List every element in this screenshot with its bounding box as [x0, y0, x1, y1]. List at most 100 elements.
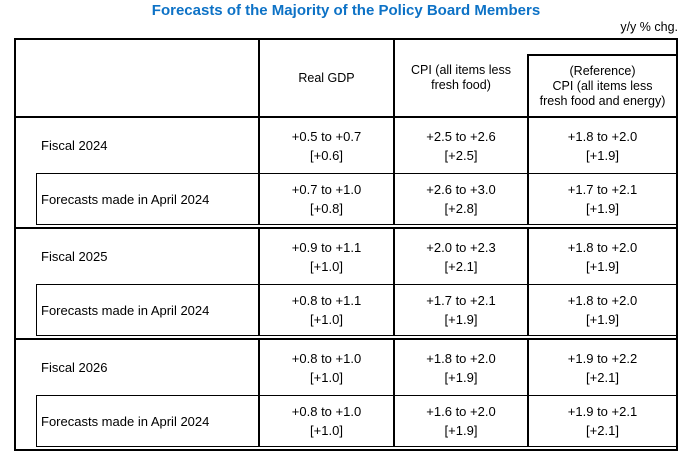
forecast-median: [+1.9] [586, 258, 619, 274]
subrow-label: Forecasts made in April 2024 [41, 302, 210, 318]
forecast-median: [+2.1] [586, 423, 619, 438]
forecast-value: +1.8 to +2.0 [+1.9] [568, 238, 637, 276]
forecast-value: +1.6 to +2.0 [+1.9] [426, 402, 495, 440]
forecast-median: [+1.9] [586, 147, 619, 163]
forecast-value: +1.9 to +2.1 [+2.1] [568, 402, 637, 440]
forecast-value: +1.8 to +2.0 [+1.9] [568, 127, 637, 165]
forecast-value: +1.9 to +2.2 [+2.1] [568, 349, 637, 387]
subrow-label: Forecasts made in April 2024 [41, 191, 210, 207]
cell-cpi: +1.8 to +2.0 [+1.9] [393, 340, 527, 395]
cell-ref-cpi: +1.7 to +2.1 [+1.9] [527, 174, 676, 224]
table-header-row: Real GDP CPI (all items less fresh food)… [16, 40, 676, 118]
forecast-range: +1.8 to +2.0 [567, 239, 638, 255]
forecast-range: +0.8 to +1.1 [291, 293, 362, 308]
forecast-range: +1.9 to +2.1 [567, 404, 638, 419]
header-empty-cell [16, 40, 258, 116]
forecast-range: +0.9 to +1.1 [291, 239, 362, 255]
forecast-median: [+1.0] [310, 312, 343, 327]
forecast-median: [+2.5] [444, 147, 478, 163]
header-real-gdp: Real GDP [258, 40, 393, 116]
forecast-value: +0.9 to +1.1 [+1.0] [292, 238, 361, 276]
forecast-range: +1.7 to +2.1 [567, 182, 638, 197]
subrow-box-fiscal-2025: Forecasts made in April 2024 +0.8 to +1.… [36, 284, 676, 336]
forecast-median: [+1.9] [586, 201, 619, 216]
forecast-median: [+2.1] [586, 369, 619, 385]
subrow-box-fiscal-2026: Forecasts made in April 2024 +0.8 to +1.… [36, 395, 676, 447]
subrow-box-fiscal-2024: Forecasts made in April 2024 +0.7 to +1.… [36, 173, 676, 225]
cell-cpi: +1.6 to +2.0 [+1.9] [393, 396, 527, 446]
header-cpi: CPI (all items less fresh food) [393, 40, 527, 116]
cell-cpi: +2.6 to +3.0 [+2.8] [393, 174, 527, 224]
forecast-value: +0.8 to +1.1 [+1.0] [292, 291, 361, 329]
forecast-median: [+2.1] [444, 258, 478, 274]
forecast-value: +1.7 to +2.1 [+1.9] [568, 180, 637, 218]
cell-cpi: +2.0 to +2.3 [+2.1] [393, 229, 527, 284]
row-label-fiscal-2024: Fiscal 2024 [41, 138, 108, 153]
cell-cpi: +2.5 to +2.6 [+2.5] [393, 118, 527, 173]
forecast-range: +0.8 to +1.0 [291, 350, 362, 366]
forecast-range: +1.9 to +2.2 [567, 350, 638, 366]
subrow-label: Forecasts made in April 2024 [41, 413, 210, 429]
forecast-value: +2.5 to +2.6 [+2.5] [426, 127, 495, 165]
forecast-range: +0.5 to +0.7 [291, 128, 362, 144]
fiscal-2026-group: Fiscal 2026 +0.8 to +1.0 [+1.0] +1.8 to … [16, 338, 676, 447]
forecast-value: +0.8 to +1.0 [+1.0] [292, 402, 361, 440]
forecast-range: +2.5 to +2.6 [426, 128, 496, 144]
forecast-range: +1.8 to +2.0 [567, 128, 638, 144]
forecast-median: [+1.9] [444, 423, 478, 438]
cell-gdp: +0.8 to +1.0 [+1.0] [258, 396, 393, 446]
forecast-range: +1.8 to +2.0 [426, 350, 496, 366]
cell-cpi: +1.7 to +2.1 [+1.9] [393, 285, 527, 335]
row-label-fiscal-2025: Fiscal 2025 [41, 249, 108, 264]
forecast-range: +0.7 to +1.0 [291, 182, 362, 197]
cell-ref-cpi: +1.9 to +2.2 [+2.1] [527, 340, 676, 395]
cell-gdp: +0.8 to +1.1 [+1.0] [258, 285, 393, 335]
forecast-median: [+1.9] [444, 312, 478, 327]
forecast-value: +1.8 to +2.0 [+1.9] [426, 349, 495, 387]
forecast-value: +0.8 to +1.0 [+1.0] [292, 349, 361, 387]
forecast-median: [+0.6] [310, 147, 343, 163]
forecast-value: +2.0 to +2.3 [+2.1] [426, 238, 495, 276]
cell-ref-cpi: +1.8 to +2.0 [+1.9] [527, 229, 676, 284]
fiscal-2024-group: Fiscal 2024 +0.5 to +0.7 [+0.6] +2.5 to … [16, 118, 676, 225]
forecast-range: +2.6 to +3.0 [426, 182, 496, 197]
forecast-median: [+1.9] [444, 369, 478, 385]
forecast-value: +1.7 to +2.1 [+1.9] [426, 291, 495, 329]
header-reference-label: (Reference) CPI (all items less fresh fo… [540, 64, 666, 109]
header-real-gdp-label: Real GDP [298, 70, 355, 85]
forecast-range: +0.8 to +1.0 [291, 404, 362, 419]
table-row-fiscal-2025: Fiscal 2025 +0.9 to +1.1 [+1.0] +2.0 to … [16, 229, 676, 284]
cell-gdp: +0.7 to +1.0 [+0.8] [258, 174, 393, 224]
forecast-value: +0.5 to +0.7 [+0.6] [292, 127, 361, 165]
page-title: Forecasts of the Majority of the Policy … [151, 2, 541, 19]
cell-ref-cpi: +1.8 to +2.0 [+1.9] [527, 118, 676, 173]
fiscal-2025-group: Fiscal 2025 +0.9 to +1.1 [+1.0] +2.0 to … [16, 227, 676, 336]
forecast-table: Real GDP CPI (all items less fresh food)… [14, 38, 678, 451]
table-row-april-forecast: Forecasts made in April 2024 +0.8 to +1.… [37, 396, 676, 446]
header-reference: (Reference) CPI (all items less fresh fo… [527, 40, 676, 116]
forecast-median: [+1.0] [310, 258, 343, 274]
cell-gdp: +0.8 to +1.0 [+1.0] [258, 340, 393, 395]
cell-ref-cpi: +1.9 to +2.1 [+2.1] [527, 396, 676, 446]
forecast-range: +2.0 to +2.3 [426, 239, 496, 255]
table-row-april-forecast: Forecasts made in April 2024 +0.7 to +1.… [37, 174, 676, 224]
header-cpi-line1: CPI (all items less [410, 63, 512, 77]
cell-gdp: +0.5 to +0.7 [+0.6] [258, 118, 393, 173]
forecast-median: [+1.9] [586, 312, 619, 327]
unit-note: y/y % chg. [620, 20, 678, 34]
forecast-range: +1.7 to +2.1 [426, 293, 496, 308]
forecast-range: +1.6 to +2.0 [426, 404, 496, 419]
table-row-fiscal-2026: Fiscal 2026 +0.8 to +1.0 [+1.0] +1.8 to … [16, 340, 676, 395]
table-row-april-forecast: Forecasts made in April 2024 +0.8 to +1.… [37, 285, 676, 335]
forecast-value: +2.6 to +3.0 [+2.8] [426, 180, 495, 218]
forecast-median: [+0.8] [310, 201, 343, 216]
cell-gdp: +0.9 to +1.1 [+1.0] [258, 229, 393, 284]
cell-ref-cpi: +1.8 to +2.0 [+1.9] [527, 285, 676, 335]
forecast-value: +0.7 to +1.0 [+0.8] [292, 180, 361, 218]
row-label-fiscal-2026: Fiscal 2026 [41, 360, 108, 375]
header-ref-line2: CPI (all items less [552, 78, 653, 93]
header-ref-line1: (Reference) [569, 63, 636, 78]
header-cpi-label: CPI (all items less fresh food) [411, 63, 511, 93]
table-row-fiscal-2024: Fiscal 2024 +0.5 to +0.7 [+0.6] +2.5 to … [16, 118, 676, 173]
